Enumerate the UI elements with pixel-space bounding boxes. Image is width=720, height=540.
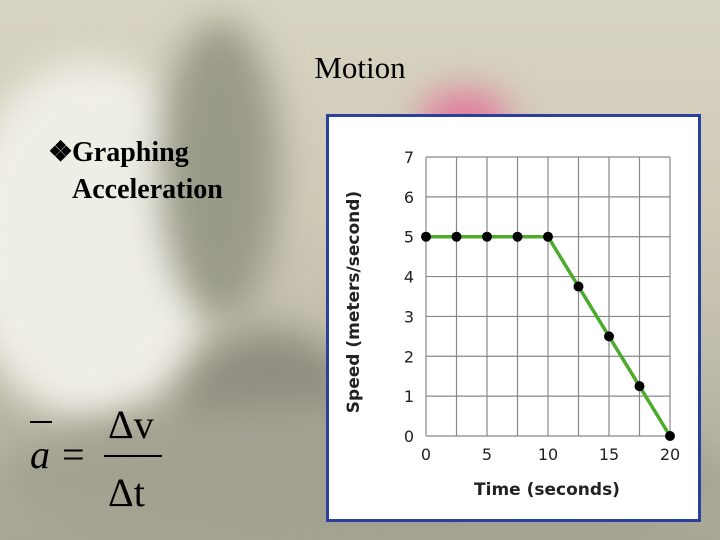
y-axis-label: Speed (meters/second) bbox=[344, 191, 364, 413]
data-point bbox=[512, 231, 523, 242]
x-tick-label: 0 bbox=[421, 445, 431, 464]
data-point bbox=[482, 231, 492, 242]
y-tick-label: 7 bbox=[404, 148, 414, 167]
series-group bbox=[421, 231, 675, 441]
formula-equals: = bbox=[62, 432, 85, 477]
y-tick-labels: 0 1 2 3 4 5 6 7 bbox=[404, 148, 414, 446]
data-point bbox=[421, 231, 431, 242]
formula-numerator: Δv bbox=[108, 402, 154, 447]
y-tick-label: 5 bbox=[404, 228, 414, 247]
y-tick-label: 3 bbox=[404, 307, 414, 326]
data-point bbox=[573, 281, 584, 292]
diamond-bullet-icon: ❖ bbox=[48, 137, 74, 168]
x-tick-label: 5 bbox=[482, 445, 492, 464]
data-point bbox=[634, 381, 645, 392]
bullet-text-line1: Graphing bbox=[72, 137, 189, 168]
y-tick-label: 0 bbox=[404, 427, 414, 446]
x-tick-label: 15 bbox=[599, 445, 619, 464]
bullet-item: ❖Graphing Acceleration bbox=[48, 134, 223, 208]
y-tick-label: 6 bbox=[404, 188, 414, 207]
slide-title: Motion bbox=[314, 50, 406, 85]
x-tick-label: 20 bbox=[660, 445, 680, 464]
chart-grid bbox=[425, 156, 671, 437]
formula-lhs: a bbox=[30, 432, 50, 477]
acceleration-formula: a = Δv Δt bbox=[30, 402, 162, 515]
data-point bbox=[451, 231, 462, 242]
bullet-text-line2: Acceleration bbox=[72, 174, 223, 205]
y-tick-label: 4 bbox=[404, 268, 414, 287]
formula-denominator: Δt bbox=[108, 470, 145, 515]
data-point bbox=[665, 431, 675, 441]
x-axis-label: Time (seconds) bbox=[474, 480, 620, 500]
data-point bbox=[543, 231, 553, 242]
x-tick-label: 10 bbox=[538, 445, 558, 464]
x-tick-labels: 0 5 10 15 20 bbox=[421, 445, 680, 464]
y-tick-label: 1 bbox=[404, 387, 414, 406]
data-point bbox=[604, 331, 614, 342]
y-tick-label: 2 bbox=[404, 347, 414, 366]
